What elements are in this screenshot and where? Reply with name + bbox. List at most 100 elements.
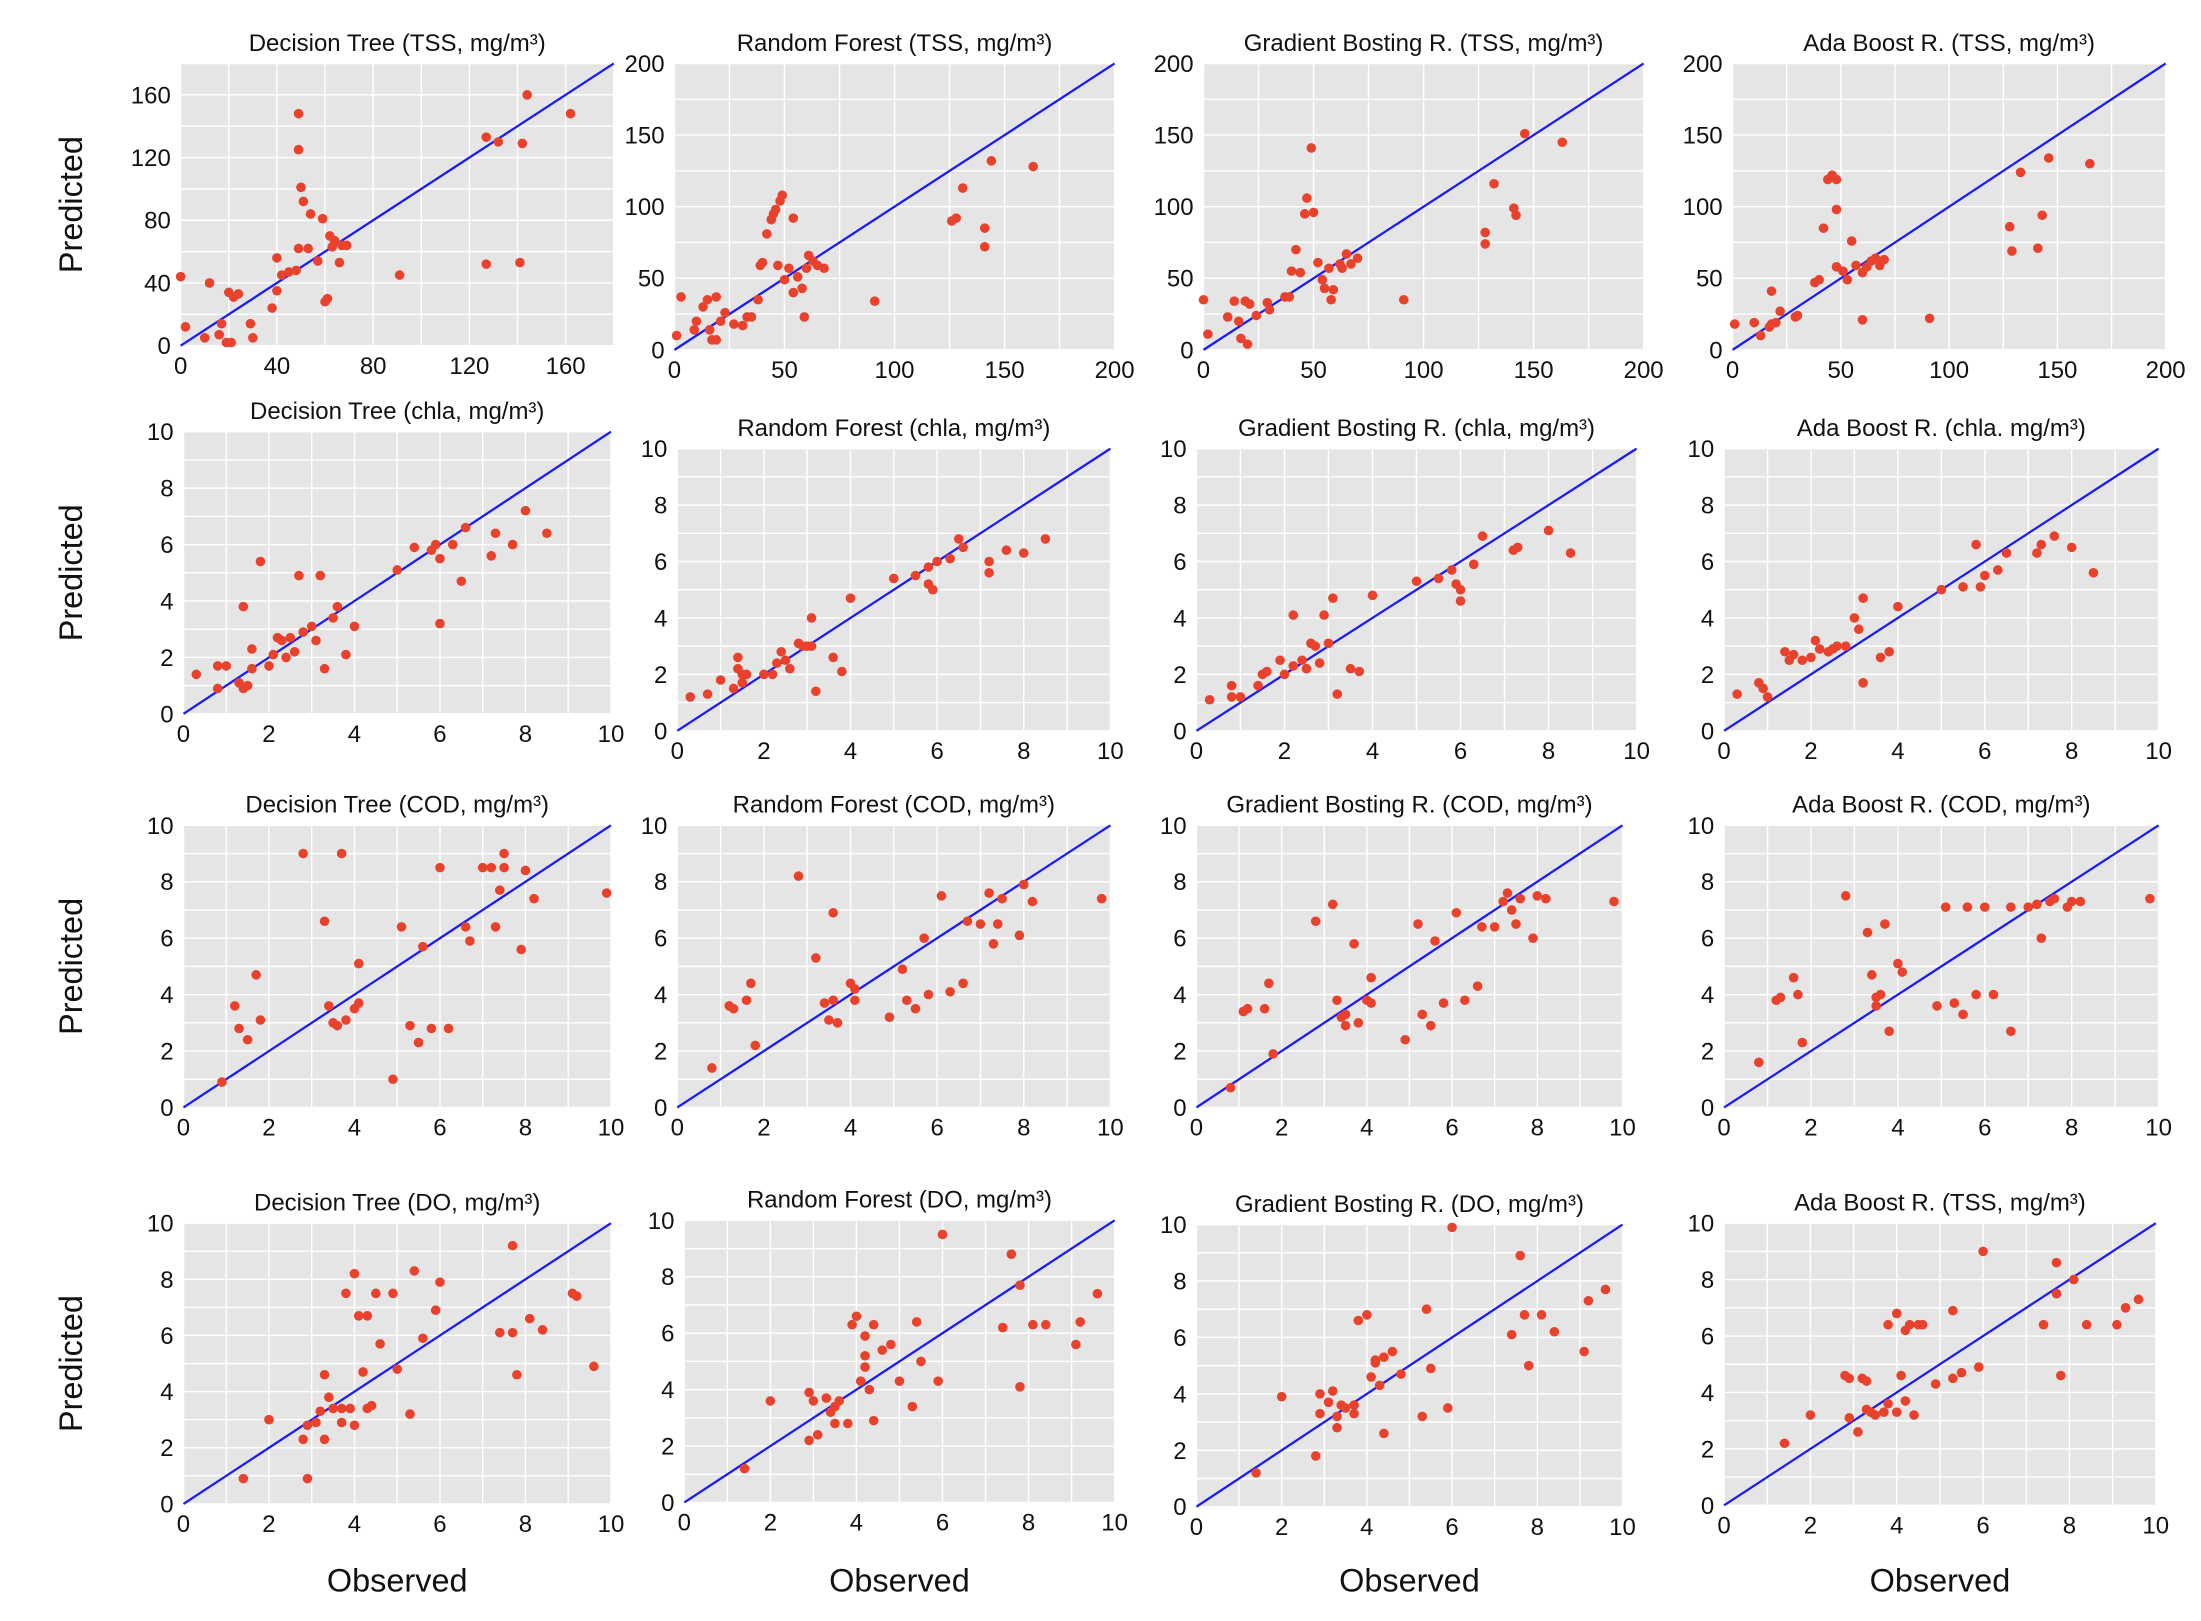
data-point	[886, 1339, 896, 1350]
data-point	[1455, 596, 1466, 606]
data-point	[1326, 294, 1336, 305]
data-point	[212, 683, 223, 694]
y-tick-label: 8	[654, 869, 667, 896]
data-point	[1253, 680, 1263, 691]
data-point	[460, 922, 471, 932]
data-point	[715, 675, 726, 685]
y-tick-label: 150	[1683, 123, 1723, 150]
y-tick-label: 2	[1173, 1438, 1186, 1465]
data-point	[277, 635, 287, 646]
data-point	[1433, 573, 1444, 584]
data-point	[937, 1229, 948, 1240]
data-point	[226, 337, 236, 348]
x-tick-label: 10	[598, 1115, 625, 1142]
data-point	[319, 1369, 330, 1380]
data-point	[413, 1037, 424, 1048]
data-point	[1988, 989, 1999, 1000]
x-tick-label: 80	[360, 353, 387, 380]
scatter-panel: 0 50 100 150 200 0 50 100 150 200 Gradient Bosting…	[1154, 30, 1664, 384]
data-point	[845, 593, 856, 603]
data-point	[1949, 998, 1960, 1008]
data-point	[1379, 1352, 1389, 1362]
data-point	[1519, 1310, 1530, 1320]
data-point	[298, 1434, 308, 1445]
data-point	[1532, 891, 1543, 901]
data-point	[1225, 1082, 1236, 1093]
data-point	[689, 325, 700, 335]
data-point	[975, 919, 986, 929]
data-point	[1806, 652, 1816, 663]
y-tick-label: 4	[1701, 982, 1714, 1009]
data-point	[2075, 896, 2086, 907]
data-point	[1904, 1319, 1915, 1330]
x-tick-label: 2	[757, 738, 770, 765]
panel-title: Random Forest (COD, mg/m³)	[733, 792, 1055, 819]
data-point	[529, 893, 539, 904]
panel-title: Ada Boost R. (TSS, mg/m³)	[1794, 1189, 2086, 1216]
data-point	[1979, 570, 1990, 581]
data-point	[2036, 933, 2047, 943]
data-point	[1840, 891, 1851, 901]
data-point	[1222, 312, 1233, 322]
data-point	[834, 1396, 845, 1406]
scatter-panel: 0 50 100 150 200 0 50 100 150 200 Ada Boost R. (TS…	[1683, 30, 2186, 384]
reference-line-y-equals-x	[1731, 62, 2167, 351]
data-point	[520, 865, 531, 876]
data-point	[317, 213, 328, 224]
data-point	[1398, 294, 1409, 305]
data-point	[923, 989, 934, 1000]
data-point	[2036, 539, 2047, 550]
data-point	[773, 260, 783, 271]
data-point	[2051, 1257, 2062, 1268]
data-point	[298, 627, 308, 637]
data-point	[1897, 967, 1908, 977]
data-point	[1332, 1411, 1342, 1422]
data-point	[1973, 1362, 1984, 1372]
data-point	[1349, 1408, 1359, 1419]
data-point	[1438, 998, 1449, 1008]
y-tick-label: 0	[1173, 1095, 1186, 1122]
data-point	[1421, 1304, 1432, 1315]
y-tick-label: 40	[144, 270, 171, 297]
data-point	[2066, 896, 2077, 907]
data-point	[1332, 995, 1342, 1006]
data-point	[2023, 902, 2034, 912]
data-point	[812, 1429, 823, 1440]
data-point	[1917, 1319, 1928, 1330]
data-point	[1940, 902, 1951, 912]
data-point	[1396, 1369, 1406, 1379]
data-point	[1893, 601, 1903, 612]
x-tick-label: 50	[771, 357, 798, 384]
data-point	[1251, 1468, 1261, 1478]
data-point	[1242, 1003, 1253, 1014]
data-point	[486, 551, 497, 561]
data-point	[979, 241, 990, 252]
y-tick-label: 4	[160, 588, 173, 615]
data-point	[1411, 576, 1422, 587]
data-point	[1853, 1427, 1863, 1437]
data-point	[1536, 1310, 1547, 1320]
data-point	[1317, 274, 1328, 285]
y-tick-label: 6	[1173, 549, 1186, 576]
y-tick-label: 8	[160, 869, 173, 896]
data-point	[1754, 1057, 1764, 1068]
data-point	[1417, 1411, 1428, 1422]
panel-title: Ada Boost R. (TSS, mg/m³)	[1803, 30, 2095, 57]
y-tick-label: 150	[1154, 123, 1194, 150]
data-point	[1319, 283, 1330, 294]
data-point	[2001, 548, 2012, 558]
data-point	[757, 257, 768, 268]
data-point	[1962, 902, 1973, 912]
data-point	[777, 190, 788, 201]
data-point	[245, 318, 256, 329]
x-tick-label: 8	[1017, 738, 1030, 765]
data-point	[1006, 1249, 1017, 1259]
data-point	[495, 1327, 505, 1338]
data-point	[1233, 316, 1244, 327]
data-point	[2033, 243, 2043, 254]
y-axis-label: Predicted	[53, 1295, 89, 1432]
data-point	[1979, 902, 1990, 912]
data-point	[884, 1012, 895, 1022]
data-point	[1978, 1246, 1988, 1257]
data-point	[793, 871, 804, 881]
